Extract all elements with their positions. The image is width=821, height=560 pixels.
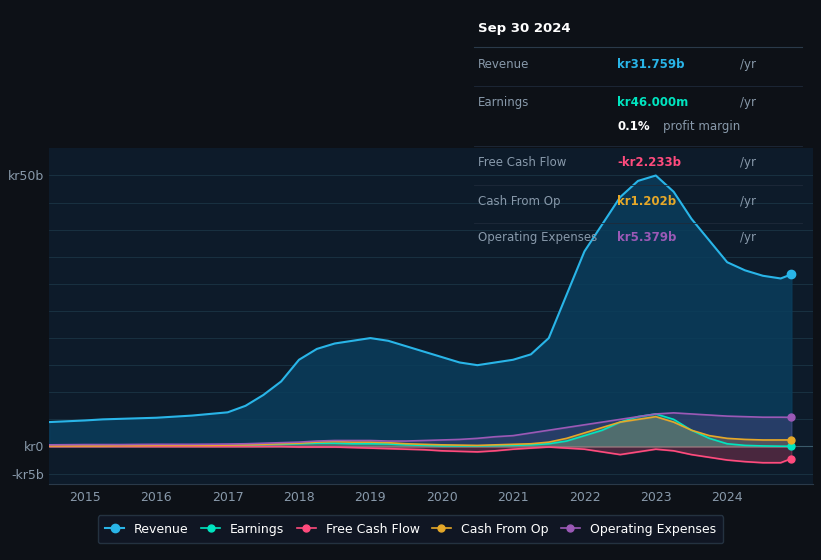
Text: /yr: /yr [740,231,755,244]
Text: kr31.759b: kr31.759b [617,58,685,71]
Text: /yr: /yr [740,156,755,170]
Text: /yr: /yr [740,96,755,109]
Text: Earnings: Earnings [478,96,530,109]
Text: 0.1%: 0.1% [617,120,650,133]
Text: profit margin: profit margin [663,120,740,133]
Text: -kr2.233b: -kr2.233b [617,156,681,170]
Text: Sep 30 2024: Sep 30 2024 [478,21,571,35]
Text: kr46.000m: kr46.000m [617,96,689,109]
Text: kr1.202b: kr1.202b [617,195,677,208]
Text: Free Cash Flow: Free Cash Flow [478,156,566,170]
Text: Cash From Op: Cash From Op [478,195,560,208]
Text: kr5.379b: kr5.379b [617,231,677,244]
Legend: Revenue, Earnings, Free Cash Flow, Cash From Op, Operating Expenses: Revenue, Earnings, Free Cash Flow, Cash … [98,515,723,543]
Text: /yr: /yr [740,58,755,71]
Text: Revenue: Revenue [478,58,530,71]
Text: Operating Expenses: Operating Expenses [478,231,597,244]
Text: /yr: /yr [740,195,755,208]
